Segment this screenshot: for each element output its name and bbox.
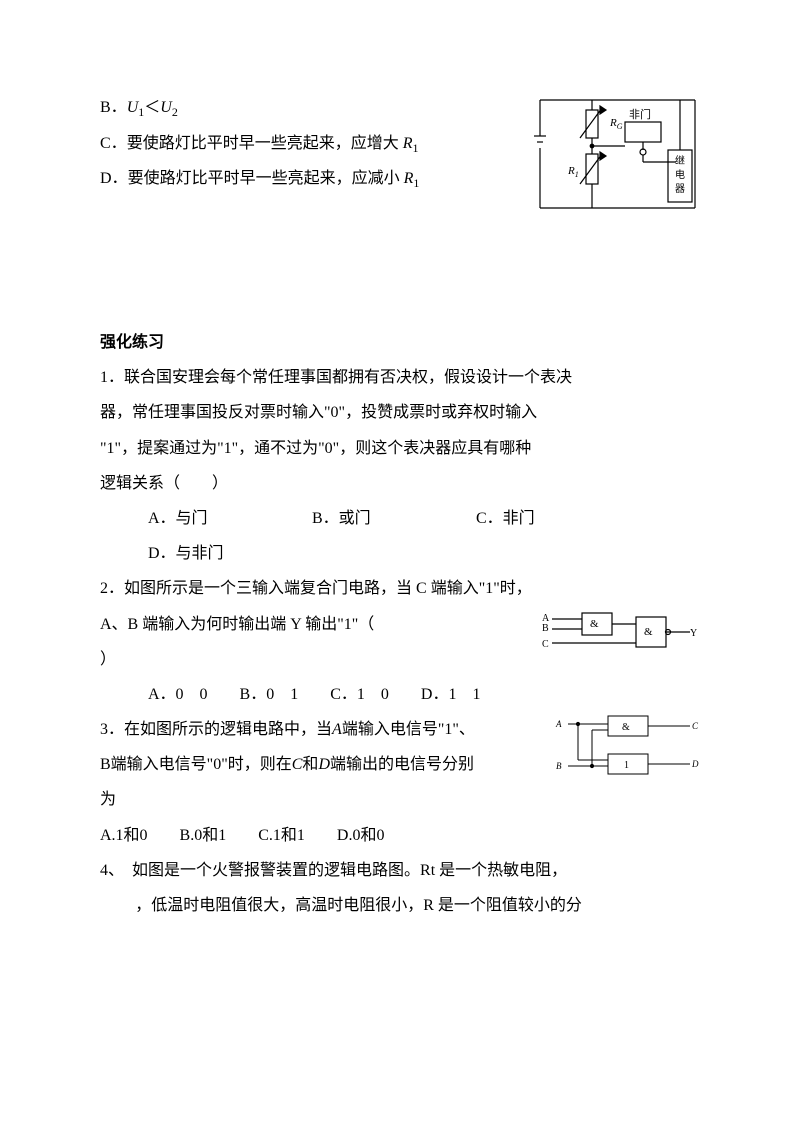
section-gap: [100, 215, 700, 325]
q2-diagram: A B C & & Y: [540, 607, 700, 662]
q2-row: A、B 端输入为何时输出端 Y 输出"1"（ ） A B C &: [100, 607, 700, 677]
q3-diagram: A B C D & 1: [550, 712, 700, 782]
q3-gate2: 1: [624, 760, 629, 771]
circuit-diagram-1: RG 非门 R1 继 电 器: [530, 90, 700, 215]
relay-label-2: 电: [675, 168, 685, 181]
q3-label-b: B: [556, 761, 562, 771]
r1-label: R1: [567, 165, 579, 179]
relay-label-1: 继: [675, 154, 685, 167]
rg-label: RG: [609, 117, 623, 131]
relay-label-3: 器: [675, 183, 685, 195]
q3-gate1: &: [622, 722, 630, 733]
q2-label-y: Y: [690, 628, 697, 639]
q2-line1: 2．如图所示是一个三输入端复合门电路，当 C 端输入"1"时，: [100, 571, 700, 606]
q2-opts: A．0 0 B．0 1 C．1 0 D．1 1: [100, 677, 700, 712]
option-b: B．U1＜U2: [100, 90, 524, 126]
option-c: C．要使路灯比平时早一些亮起来，应增大 R1: [100, 126, 524, 162]
top-options: B．U1＜U2 C．要使路灯比平时早一些亮起来，应增大 R1 D．要使路灯比平时…: [100, 90, 524, 197]
q4-line1: 4、 如图是一个火警报警装置的逻辑电路图。Rt 是一个热敏电阻，: [100, 853, 700, 888]
option-d: D．要使路灯比平时早一些亮起来，应减小 R1: [100, 161, 524, 197]
q2-label-b: B: [542, 623, 549, 634]
q1-opts-row1: A．与门 B．或门 C．非门: [100, 501, 700, 536]
q3-row: 3．在如图所示的逻辑电路中，当A端输入电信号"1"、 B端输入电信号"0"时，则…: [100, 712, 700, 782]
q1-line1: 1．联合国安理会每个常任理事国都拥有否决权，假设设计一个表决: [100, 360, 700, 395]
q2-label-c: C: [542, 639, 549, 650]
q2-line2: A、B 端输入为何时输出端 Y 输出"1"（: [100, 607, 534, 642]
q1-line4: 逻辑关系（ ）: [100, 466, 700, 501]
q3-label-d: D: [691, 759, 699, 769]
q1-opts-row2: D．与非门: [100, 536, 700, 571]
section-title: 强化练习: [100, 325, 700, 360]
q4-line2: ，低温时电阻值很大，高温时电阻很小，R 是一个阻值较小的分: [100, 888, 700, 923]
top-block: B．U1＜U2 C．要使路灯比平时早一些亮起来，应增大 R1 D．要使路灯比平时…: [100, 90, 700, 215]
q2-gate2: &: [644, 626, 653, 638]
q2-gate1: &: [590, 618, 599, 630]
q3-line2: B端输入电信号"0"时，则在C和D端输出的电信号分别: [100, 747, 544, 782]
q1-line2: 器，常任理事国投反对票时输入"0"，投赞成票时或弃权时输入: [100, 395, 700, 430]
q3-label-a: A: [555, 719, 562, 729]
q3-line3: 为: [100, 782, 700, 817]
q3-label-c: C: [692, 721, 699, 731]
q3-line1: 3．在如图所示的逻辑电路中，当A端输入电信号"1"、: [100, 712, 544, 747]
q1-line3: "1"，提案通过为"1"，通不过为"0"，则这个表决器应具有哪种: [100, 431, 700, 466]
document-page: B．U1＜U2 C．要使路灯比平时早一些亮起来，应增大 R1 D．要使路灯比平时…: [0, 0, 800, 983]
q2-line2c: ）: [100, 642, 534, 677]
q3-opts: A.1和0 B.0和1 C.1和1 D.0和0: [100, 818, 700, 853]
not-gate-label: 非门: [629, 107, 651, 121]
